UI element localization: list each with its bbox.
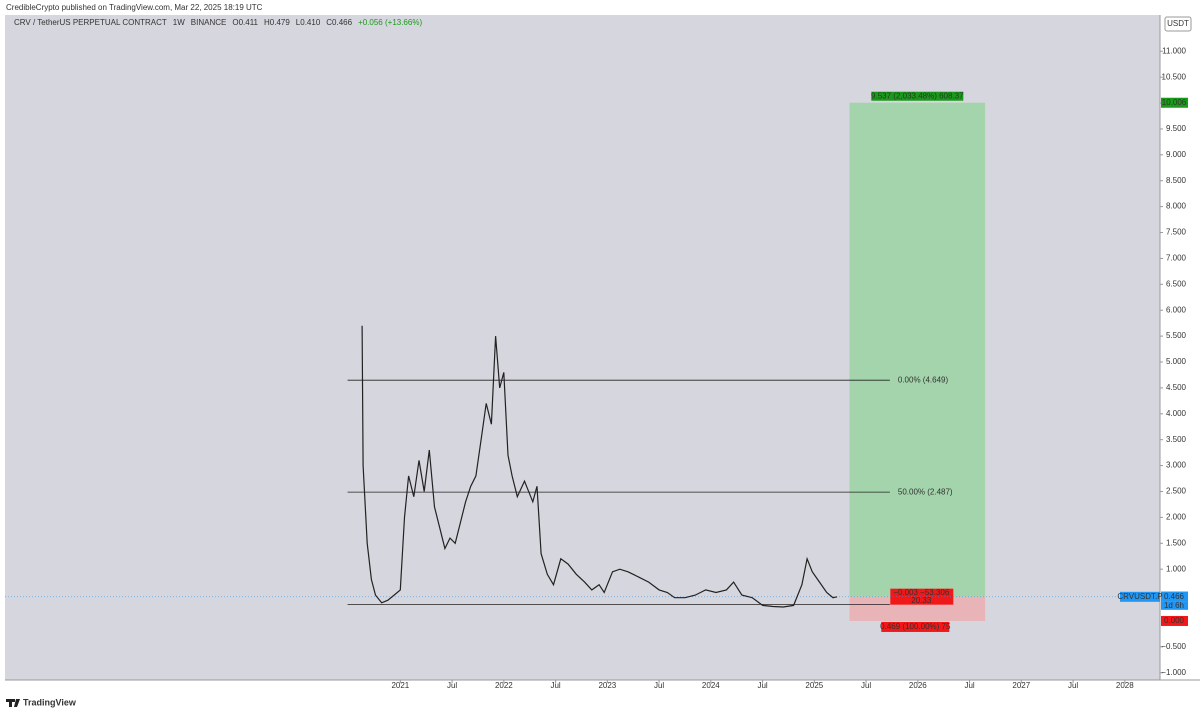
y-tick-label: −0.500 <box>1161 642 1186 651</box>
countdown: 1d 6h <box>1164 601 1184 610</box>
fib-label: 50.00% (2.487) <box>898 487 953 496</box>
x-tick-label: Jul <box>447 681 457 690</box>
x-tick-label: 2024 <box>702 681 720 690</box>
y-tick-label: 5.000 <box>1166 357 1187 366</box>
price-tag <box>1161 97 1188 108</box>
y-tick-label: 8.500 <box>1166 176 1187 185</box>
symbol-field: CRV / TetherUS PERPETUAL CONTRACT <box>14 18 167 27</box>
price-tag <box>1161 591 1188 602</box>
target-label: 9.537 (2,033.48%) 608.37 <box>871 91 964 100</box>
publisher: CredibleCrypto published on TradingView.… <box>6 3 263 12</box>
x-tick-label: Jul <box>550 681 560 690</box>
symbol-field: +0.056 (+13.66%) <box>358 18 422 27</box>
x-tick-label: Jul <box>654 681 664 690</box>
symbol-field: C0.466 <box>326 18 352 27</box>
fib-label: 0.00% (4.649) <box>898 375 949 384</box>
y-tick-label: 6.500 <box>1166 279 1187 288</box>
y-tick-label: 1.000 <box>1166 564 1187 573</box>
y-tick-label: 2.000 <box>1166 512 1187 521</box>
x-tick-label: Jul <box>1068 681 1078 690</box>
currency-box[interactable] <box>1164 16 1192 32</box>
symbol-tag-bg <box>1120 591 1160 602</box>
x-tick-label: 2027 <box>1012 681 1030 690</box>
y-tick-label: 7.000 <box>1166 254 1187 263</box>
y-tick-label: 10.500 <box>1162 72 1187 81</box>
symbol-field: BINANCE <box>191 18 227 27</box>
pnl-label: −0.003 −53.306 <box>893 588 950 597</box>
x-tick-label: Jul <box>964 681 974 690</box>
price-series <box>361 325 838 608</box>
y-tick-label: 2.500 <box>1166 487 1187 496</box>
y-tick-label: 4.500 <box>1166 383 1187 392</box>
countdown-bg <box>1161 601 1188 610</box>
profit-zone <box>849 102 986 597</box>
symbol-field: H0.479 <box>264 18 290 27</box>
stop-label-bg <box>881 621 950 632</box>
stop-label: 0.469 (100.00%) 75 <box>880 622 951 631</box>
y-tick-label: 3.000 <box>1166 461 1187 470</box>
x-tick-label: 2021 <box>391 681 409 690</box>
x-tick-label: 2025 <box>805 681 823 690</box>
x-tick-label: Jul <box>757 681 767 690</box>
symbol-field: L0.410 <box>296 18 321 27</box>
x-tick-label: 2022 <box>495 681 513 690</box>
symbol-field: 1W <box>173 18 185 27</box>
price-tag-label: 10.006 <box>1162 98 1187 107</box>
y-tick-label: 4.000 <box>1166 409 1187 418</box>
price-tag-label: 0.000 <box>1164 616 1185 625</box>
y-tick-label: 3.500 <box>1166 435 1187 444</box>
currency: USDT <box>1167 19 1189 28</box>
y-tick-label: 9.500 <box>1166 124 1187 133</box>
target-label-bg <box>871 91 964 101</box>
brand-logo <box>6 699 20 707</box>
symbol-info: CRV / TetherUS PERPETUAL CONTRACT 1W BINAN… <box>14 18 422 27</box>
y-tick-label: −1.000 <box>1161 668 1186 677</box>
y-tick-label: 8.000 <box>1166 202 1187 211</box>
price-axis <box>1160 15 1200 680</box>
x-tick-label: 2026 <box>909 681 927 690</box>
y-tick-label: 7.500 <box>1166 228 1187 237</box>
x-tick-label: 2023 <box>598 681 616 690</box>
price-tag <box>1161 615 1188 626</box>
symbol-field: O0.411 <box>232 18 258 27</box>
brand: TradingView <box>23 697 77 707</box>
symbol-tag: CRVUSDT.P <box>1117 592 1162 601</box>
y-tick-label: 11.000 <box>1162 46 1186 55</box>
ratio-label: 20.33 <box>911 596 932 605</box>
x-tick-label: 2028 <box>1116 681 1134 690</box>
y-tick-label: 5.500 <box>1166 331 1187 340</box>
y-tick-label: 1.500 <box>1166 538 1187 547</box>
x-tick-label: Jul <box>861 681 871 690</box>
y-tick-label: 6.000 <box>1166 305 1187 314</box>
pnl-label-bg <box>890 588 954 605</box>
symbol-bar: CRV / TetherUS PERPETUAL CONTRACT 1W BINAN… <box>14 18 422 27</box>
price-tag-label: 0.466 <box>1164 592 1185 601</box>
y-tick-label: 9.000 <box>1166 150 1187 159</box>
